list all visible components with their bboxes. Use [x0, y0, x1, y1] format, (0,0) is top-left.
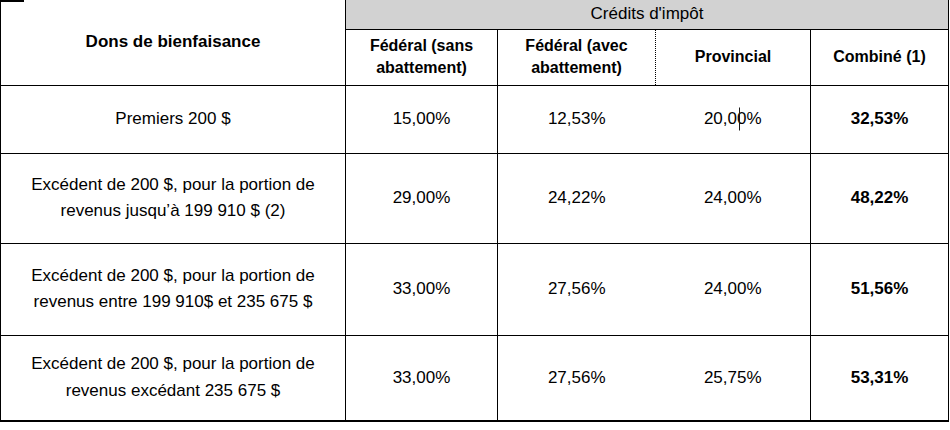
cell-federal-avec[interactable]: 24,22%	[498, 153, 656, 243]
cell-provincial-value: 20,00%	[704, 109, 762, 128]
column-header-federal-sans-abattement[interactable]: Fédéral (sans abattement)	[346, 29, 498, 85]
cell-provincial[interactable]: 20,00%	[656, 85, 811, 153]
cell-federal-avec[interactable]: 27,56%	[498, 243, 656, 335]
cell-provincial[interactable]: 24,00%	[656, 243, 811, 335]
cell-federal-sans[interactable]: 33,00%	[346, 335, 498, 421]
row-label[interactable]: Excédent de 200 $, pour la portion de re…	[1, 243, 346, 335]
cell-provincial[interactable]: 24,00%	[656, 153, 811, 243]
row-label[interactable]: Excédent de 200 $, pour la portion de re…	[1, 153, 346, 243]
cell-combine[interactable]: 51,56%	[811, 243, 949, 335]
text-cursor-caret	[739, 108, 740, 131]
document-page: Dons de bienfaisance Crédits d'impôt Féd…	[0, 0, 950, 430]
cell-federal-avec[interactable]: 27,56%	[498, 335, 656, 421]
table-row-excedent-jusqua-199910: Excédent de 200 $, pour la portion de re…	[1, 153, 949, 243]
table-row-premiers-200: Premiers 200 $ 15,00% 12,53% 20,00% 32,5…	[1, 85, 949, 153]
column-header-federal-avec-abattement[interactable]: Fédéral (avec abattement)	[498, 29, 656, 85]
column-header-provincial[interactable]: Provincial	[656, 29, 811, 85]
cell-federal-sans[interactable]: 15,00%	[346, 85, 498, 153]
group-header-credits-impot[interactable]: Crédits d'impôt	[346, 0, 949, 29]
table-row-excedent-excedant-235675: Excédent de 200 $, pour la portion de re…	[1, 335, 949, 421]
group-header-row: Dons de bienfaisance Crédits d'impôt	[1, 0, 949, 29]
cell-federal-sans[interactable]: 29,00%	[346, 153, 498, 243]
cell-combine[interactable]: 32,53%	[811, 85, 949, 153]
table-row-excedent-entre-199910-235675: Excédent de 200 $, pour la portion de re…	[1, 243, 949, 335]
tax-credits-table: Dons de bienfaisance Crédits d'impôt Féd…	[0, 0, 949, 422]
row-label[interactable]: Premiers 200 $	[1, 85, 346, 153]
cell-combine[interactable]: 53,31%	[811, 335, 949, 421]
column-header-combine[interactable]: Combiné (1)	[811, 29, 949, 85]
cell-federal-avec[interactable]: 12,53%	[498, 85, 656, 153]
cell-combine[interactable]: 48,22%	[811, 153, 949, 243]
corner-header-dons-de-bienfaisance[interactable]: Dons de bienfaisance	[1, 0, 346, 85]
cell-federal-sans[interactable]: 33,00%	[346, 243, 498, 335]
cell-provincial[interactable]: 25,75%	[656, 335, 811, 421]
row-label[interactable]: Excédent de 200 $, pour la portion de re…	[1, 335, 346, 421]
